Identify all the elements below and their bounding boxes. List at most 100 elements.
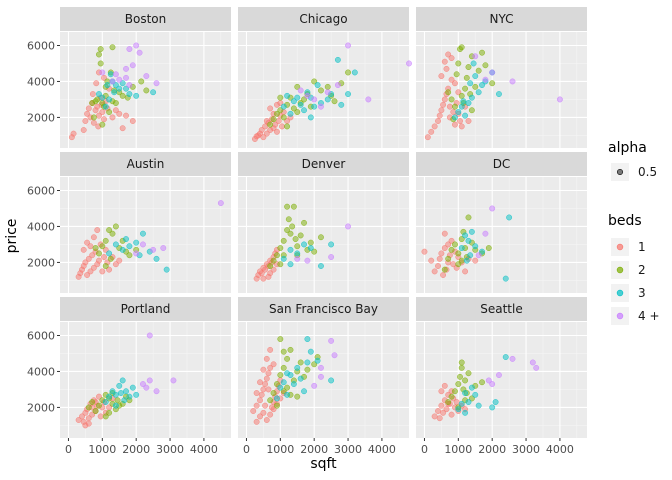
point-austin-beds-4 — [140, 241, 146, 248]
point-portland-beds-1 — [85, 420, 92, 427]
point-san-francisco-bay-beds-4 — [331, 352, 338, 359]
point-boston-beds-1 — [109, 114, 116, 121]
point-dc-beds-1 — [436, 255, 443, 262]
point-denver-beds-3 — [294, 250, 301, 257]
facet-title-seattle: Seattle — [480, 302, 522, 316]
point-boston-beds-4 — [123, 74, 129, 81]
point-portland-beds-4 — [170, 377, 177, 384]
point-austin-beds-1 — [87, 268, 94, 275]
point-san-francisco-bay-beds-3 — [284, 391, 291, 398]
point-boston-beds-1 — [95, 112, 102, 119]
point-austin-beds-2 — [92, 245, 99, 251]
point-nyc-beds-3 — [462, 112, 469, 119]
point-boston-beds-3 — [126, 91, 133, 97]
point-dc-beds-2 — [451, 241, 458, 248]
point-denver-beds-2 — [292, 236, 299, 242]
point-boston-beds-3 — [111, 89, 118, 96]
point-boston-beds-2 — [99, 121, 106, 128]
point-portland-beds-4 — [146, 332, 153, 339]
y-axis-title: price — [4, 219, 20, 254]
y-tick-label: 2000 — [27, 256, 55, 269]
point-nyc-beds-4 — [509, 78, 516, 85]
point-boston-beds-1 — [90, 119, 97, 126]
point-nyc-beds-2 — [453, 71, 460, 78]
point-austin-beds-1 — [116, 257, 123, 264]
point-nyc-beds-1 — [446, 103, 453, 110]
point-chicago-beds-2 — [280, 114, 287, 121]
x-tick-label: 0 — [243, 443, 250, 456]
point-seattle-beds-4 — [489, 381, 496, 387]
point-portland-beds-3 — [102, 399, 109, 405]
point-boston-beds-2 — [109, 44, 116, 51]
point-chicago-beds-3 — [287, 110, 294, 117]
point-boston-beds-2 — [94, 96, 101, 103]
point-chicago-beds-4 — [297, 87, 304, 94]
point-chicago-beds-2 — [318, 87, 324, 94]
point-austin-beds-1 — [82, 259, 89, 266]
facet-title-nyc: NYC — [489, 12, 513, 26]
point-nyc-beds-3 — [470, 60, 477, 67]
point-seattle-beds-2 — [462, 377, 469, 384]
point-austin-beds-4 — [133, 250, 140, 257]
point-austin-beds-2 — [109, 230, 116, 237]
point-denver-beds-4 — [294, 255, 301, 262]
point-nyc-beds-1 — [441, 58, 448, 65]
point-dc-beds-2 — [441, 266, 448, 273]
point-san-francisco-bay-beds-4 — [318, 364, 324, 371]
point-nyc-beds-2 — [458, 92, 465, 99]
point-austin-beds-1 — [106, 266, 113, 273]
point-chicago-beds-4 — [311, 96, 318, 103]
point-san-francisco-bay-beds-1 — [257, 397, 263, 404]
legend-beds-label-2: 2 — [638, 263, 646, 277]
point-portland-beds-3 — [112, 402, 119, 409]
point-san-francisco-bay-beds-1 — [265, 386, 272, 393]
point-seattle-beds-2 — [445, 399, 452, 405]
point-chicago-beds-3 — [345, 91, 351, 97]
point-dc-beds-1 — [431, 268, 438, 275]
point-san-francisco-bay-beds-1 — [253, 418, 260, 425]
point-portland-beds-1 — [95, 393, 102, 400]
point-san-francisco-bay-beds-3 — [307, 348, 314, 355]
point-boston-beds-4 — [99, 69, 106, 76]
y-tick-label: 4000 — [27, 220, 55, 233]
point-chicago-beds-3 — [334, 56, 341, 63]
point-dc-beds-4 — [489, 205, 496, 212]
point-boston-beds-4 — [112, 71, 119, 78]
point-boston-beds-4 — [109, 78, 116, 85]
point-san-francisco-bay-beds-1 — [250, 408, 257, 414]
point-nyc-beds-1 — [455, 89, 462, 96]
point-austin-beds-2 — [106, 227, 113, 234]
point-austin-beds-1 — [80, 246, 87, 253]
point-chicago-beds-4 — [324, 89, 331, 96]
point-seattle-beds-3 — [465, 399, 472, 405]
point-boston-beds-1 — [82, 118, 89, 124]
point-austin-beds-2 — [107, 255, 114, 262]
point-austin-beds-3 — [133, 239, 140, 246]
point-dc-beds-3 — [465, 237, 472, 244]
point-austin-beds-3 — [153, 255, 160, 262]
point-san-francisco-bay-beds-4 — [311, 382, 318, 389]
point-san-francisco-bay-beds-1 — [260, 366, 267, 373]
point-seattle-beds-4 — [529, 359, 536, 366]
point-nyc-beds-2 — [455, 60, 462, 67]
point-austin-beds-2 — [102, 237, 109, 244]
point-boston-beds-1 — [123, 112, 129, 119]
point-chicago-beds-4 — [304, 92, 311, 99]
point-san-francisco-bay-beds-2 — [273, 381, 280, 387]
point-seattle-beds-1 — [440, 409, 447, 416]
point-san-francisco-bay-beds-2 — [280, 388, 287, 395]
point-portland-beds-2 — [114, 397, 121, 404]
point-austin-beds-3 — [163, 266, 170, 273]
point-denver-beds-3 — [328, 241, 335, 248]
point-chicago-beds-1 — [279, 123, 285, 130]
point-denver-beds-2 — [294, 243, 301, 250]
point-austin-beds-1 — [90, 234, 97, 241]
point-dc-beds-3 — [479, 248, 485, 255]
point-boston-beds-3 — [133, 92, 140, 99]
point-portland-beds-4 — [143, 384, 150, 391]
facet-strip-portland — [60, 297, 231, 321]
point-nyc-beds-3 — [460, 98, 467, 105]
point-denver-beds-2 — [277, 245, 284, 251]
point-dc-beds-2 — [455, 250, 462, 257]
point-chicago-beds-4 — [334, 82, 341, 89]
